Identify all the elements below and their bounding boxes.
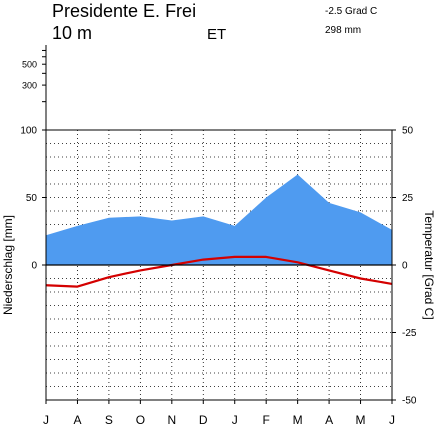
month-label: J [232,413,238,427]
precip-series [45,174,393,265]
right-tick-label: 50 [402,126,414,137]
elevation-label: 10 m [52,23,92,43]
annual-precip-label: 298 mm [325,25,361,36]
month-label: M [293,413,303,427]
month-label: O [136,413,145,427]
month-label: N [167,413,176,427]
right-tick-label: 0 [402,261,408,272]
left-tick-label: 500 [22,60,37,70]
left-tick-label: 0 [31,261,37,272]
month-label: D [199,413,208,427]
station-title: Presidente E. Frei [52,1,196,21]
temp-line [45,255,393,288]
precip-area [46,174,392,265]
left-axis-title: Niederschlag [mm] [1,215,15,315]
left-tick-label: 300 [22,81,37,91]
left-tick-label: 50 [26,193,38,204]
right-tick-label: -25 [402,328,417,339]
month-label: A [325,413,333,427]
climate-class-label: ET [207,26,226,43]
mean-temp-label: -2.5 Grad C [325,6,377,17]
left-tick-label: 100 [20,126,37,137]
right-axis-title: Temperatur [Grad C] [422,210,436,319]
month-label: S [105,413,113,427]
right-tick-label: -50 [402,396,417,407]
month-label: A [73,413,81,427]
month-label: F [263,413,270,427]
month-label: J [389,413,395,427]
month-label: J [43,413,49,427]
month-label: M [356,413,366,427]
right-tick-label: 25 [402,193,414,204]
